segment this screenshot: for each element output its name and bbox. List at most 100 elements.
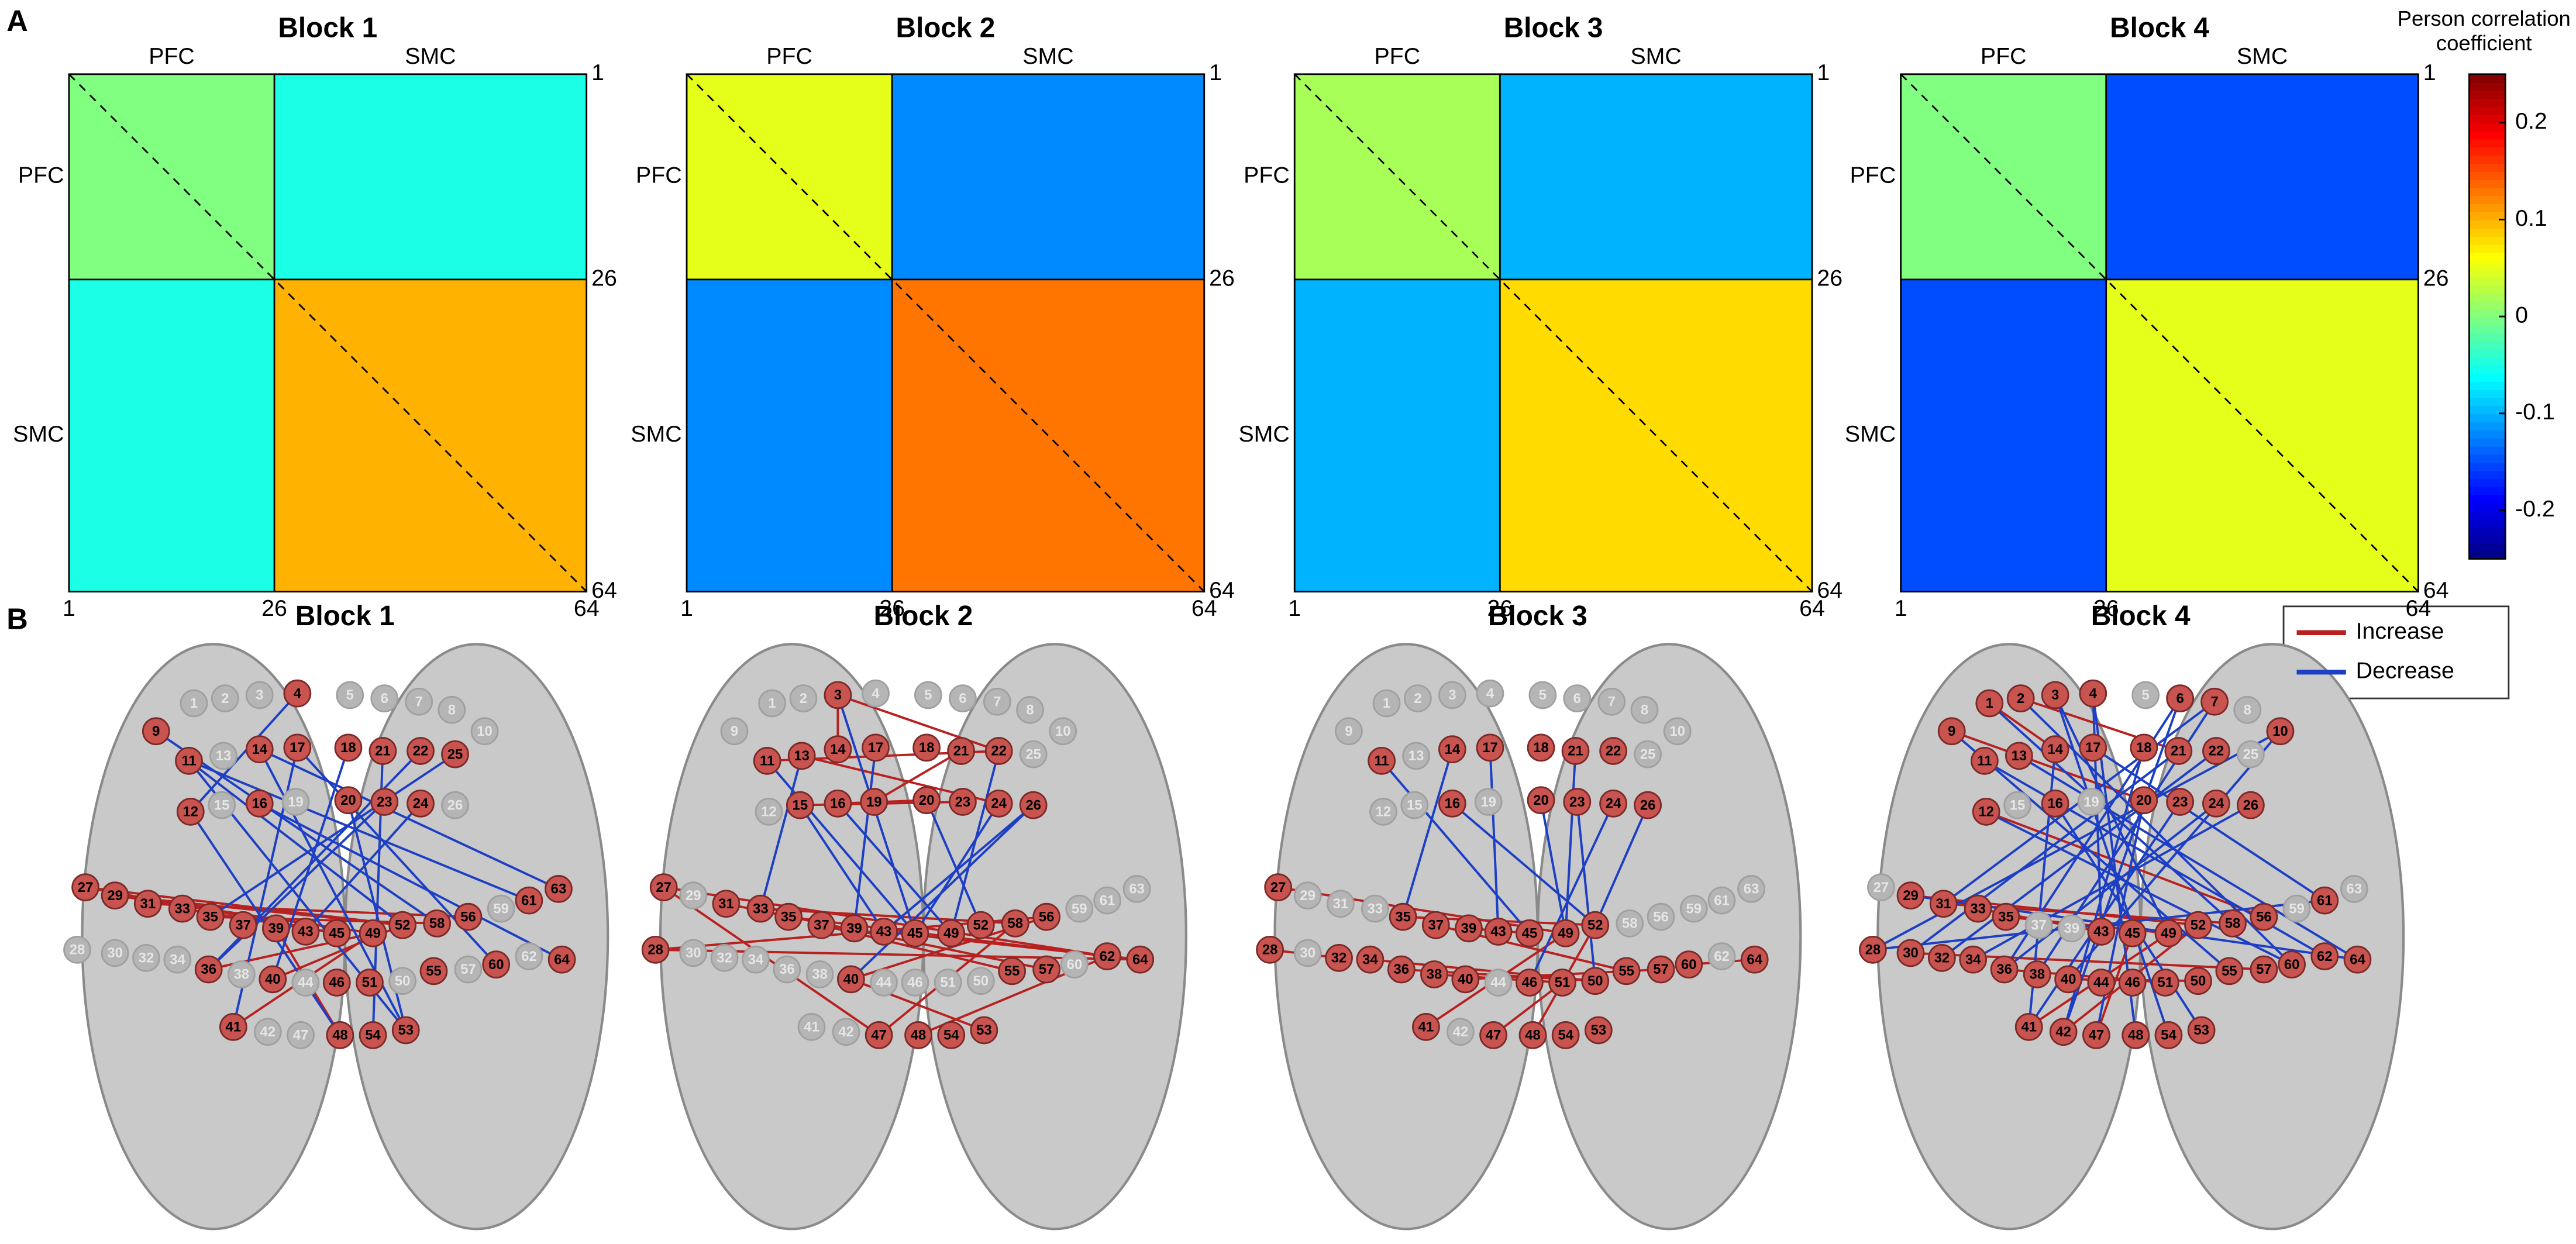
x-tick-label: 26 bbox=[879, 595, 905, 621]
electrode-label: 21 bbox=[1568, 743, 1583, 759]
electrode bbox=[1404, 684, 1432, 712]
electrode-label: 48 bbox=[332, 1028, 348, 1043]
electrode bbox=[1372, 689, 1401, 718]
electrode-label: 22 bbox=[2209, 743, 2224, 759]
electrode-label: 64 bbox=[1747, 952, 1762, 967]
decrease-edge bbox=[950, 750, 1000, 934]
electrode-label: 38 bbox=[234, 967, 250, 983]
electrode bbox=[545, 875, 573, 903]
heatmap-region bbox=[68, 74, 275, 280]
electrode bbox=[291, 969, 320, 997]
electrode-label: 43 bbox=[1490, 924, 1506, 940]
electrode-label: 41 bbox=[226, 1019, 242, 1035]
colorbar-step bbox=[2469, 187, 2506, 197]
colorbar-step bbox=[2469, 130, 2506, 140]
electrode bbox=[1356, 945, 1385, 974]
electrode-label: 55 bbox=[1004, 963, 1020, 979]
electrode bbox=[2154, 919, 2183, 947]
electrode bbox=[1060, 950, 1089, 978]
colorbar-step bbox=[2469, 98, 2506, 108]
y-tick-label: 1 bbox=[1817, 60, 1830, 85]
colorbar-step bbox=[2469, 389, 2506, 398]
electrode bbox=[1019, 740, 1048, 769]
colorbar-step bbox=[2469, 332, 2506, 342]
electrode bbox=[2118, 919, 2147, 947]
colorbar-step bbox=[2469, 260, 2506, 269]
colorbar-step bbox=[2469, 453, 2506, 463]
electrode bbox=[359, 919, 387, 947]
electrode-label: 43 bbox=[298, 924, 314, 940]
electrode bbox=[901, 919, 929, 947]
electrode-label: 41 bbox=[1418, 1019, 1434, 1035]
electrode bbox=[419, 957, 448, 985]
electrode bbox=[132, 944, 160, 972]
electrode bbox=[1325, 944, 1353, 972]
region-label: PFC bbox=[1374, 43, 1420, 69]
electrode-label: 56 bbox=[2256, 909, 2272, 925]
electrode bbox=[63, 935, 91, 964]
electrode bbox=[1551, 1021, 1580, 1049]
electrode bbox=[2041, 681, 2069, 709]
block-title: Block 2 bbox=[896, 13, 995, 44]
electrode bbox=[2131, 681, 2160, 709]
electrode-label: 9 bbox=[1345, 723, 1352, 739]
decrease-edge bbox=[2018, 754, 2358, 961]
electrode bbox=[359, 1021, 387, 1049]
electrode bbox=[1016, 695, 1044, 724]
electrode-label: 30 bbox=[1903, 945, 1919, 961]
electrode-label: 45 bbox=[329, 925, 345, 941]
colorbar-step bbox=[2469, 461, 2506, 471]
electrode-label: 29 bbox=[1903, 888, 1919, 904]
colorbar-step bbox=[2469, 373, 2506, 382]
colorbar-step bbox=[2469, 154, 2506, 164]
decrease-edge bbox=[850, 804, 1035, 980]
electrode bbox=[336, 681, 364, 709]
electrode bbox=[1675, 950, 1703, 978]
electrode bbox=[970, 1016, 998, 1045]
colorbar-step bbox=[2469, 534, 2506, 544]
electrode bbox=[2266, 717, 2295, 746]
x-tick-label: 1 bbox=[1288, 595, 1301, 621]
electrode-label: 37 bbox=[814, 917, 829, 933]
colorbar-step bbox=[2469, 90, 2506, 99]
electrode-label: 49 bbox=[943, 925, 959, 941]
electrode-label: 34 bbox=[748, 952, 764, 967]
heatmap-region bbox=[1294, 279, 1500, 592]
heatmap-region bbox=[274, 74, 587, 280]
electrode bbox=[2310, 942, 2339, 970]
decrease-edge bbox=[2003, 802, 2217, 971]
electrode bbox=[1484, 918, 1513, 946]
electrode bbox=[1264, 873, 1293, 901]
electrode-label: 17 bbox=[868, 740, 884, 756]
electrode bbox=[71, 873, 99, 901]
electrode bbox=[1548, 969, 1576, 997]
electrode-label: 50 bbox=[973, 973, 989, 989]
block-title: Block 4 bbox=[2110, 13, 2209, 44]
increase-edge bbox=[1277, 886, 1566, 935]
electrode-label: 6 bbox=[381, 691, 388, 707]
block-title: Block 3 bbox=[1504, 13, 1603, 44]
electrode bbox=[2122, 1021, 2150, 1049]
electrode-label: 11 bbox=[181, 753, 196, 769]
colorbar-step bbox=[2469, 251, 2506, 261]
electrode-label: 54 bbox=[943, 1028, 959, 1043]
electrode-label: 27 bbox=[656, 880, 671, 895]
electrode bbox=[1584, 1016, 1613, 1045]
y-tick-label: 64 bbox=[591, 577, 617, 603]
electrode bbox=[101, 881, 129, 910]
electrode bbox=[1122, 875, 1151, 903]
electrode-label: 12 bbox=[183, 804, 199, 820]
electrode-label: 51 bbox=[1555, 975, 1571, 991]
electrode bbox=[2233, 695, 2262, 724]
electrode-label: 39 bbox=[846, 921, 862, 936]
electrode-label: 35 bbox=[1998, 909, 2014, 925]
electrode-label: 49 bbox=[1558, 925, 1573, 941]
electrode bbox=[1476, 733, 1504, 762]
x-tick-label: 64 bbox=[2406, 595, 2432, 621]
electrode-label: 3 bbox=[2051, 687, 2059, 703]
increase-edge bbox=[1985, 811, 2265, 918]
colorbar-step bbox=[2469, 122, 2506, 132]
decrease-edge bbox=[188, 760, 530, 902]
electrode bbox=[753, 746, 781, 775]
colorbar-tick-label: -0.2 bbox=[2515, 496, 2555, 522]
